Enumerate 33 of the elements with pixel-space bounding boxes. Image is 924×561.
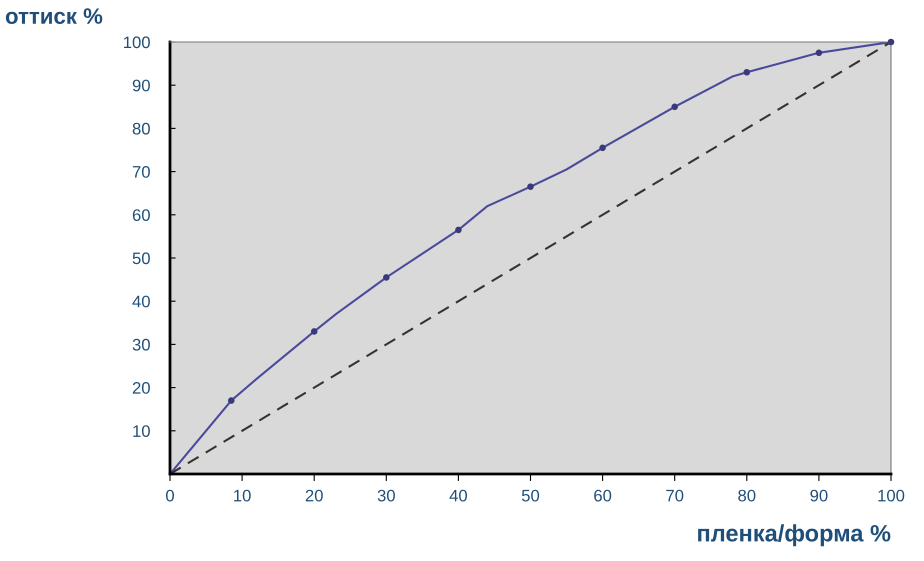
x-tick-label: 40 [450,490,468,502]
point [455,226,462,234]
point [816,50,822,56]
y-tick-label: 60 [132,209,150,222]
y-tick-label: 40 [132,296,150,308]
y-tick-label: 10 [133,425,150,438]
x-tick-label: 50 [522,490,540,502]
point [228,397,235,404]
point [744,68,750,76]
x-axis-title: пленка/форма % [698,524,890,546]
point [383,274,390,281]
x-tick-label: 70 [666,490,684,502]
y-tick-label: 100 [124,36,150,48]
point [671,104,678,110]
x-tick-label: 0 [166,490,174,502]
point [599,144,606,152]
x-tick-label: 20 [306,490,323,502]
x-tick-label: 10 [234,490,251,502]
x-tick-label: 100 [878,490,904,502]
y-tick-label: 80 [132,122,150,135]
x-tick-label: 30 [378,490,395,502]
y-tick-label: 70 [132,166,150,178]
y-tick-label: 90 [132,80,150,92]
x-tick-label: 90 [810,490,828,502]
x-tick-label: 80 [738,490,756,502]
point [888,38,894,46]
y-axis-title: оттиск % [6,8,102,24]
x-tick-label: 60 [594,490,612,502]
point [527,183,534,190]
y-tick-label: 50 [132,252,150,264]
y-tick-label: 20 [132,382,150,394]
point [310,328,318,335]
y-tick-label: 30 [132,338,150,351]
